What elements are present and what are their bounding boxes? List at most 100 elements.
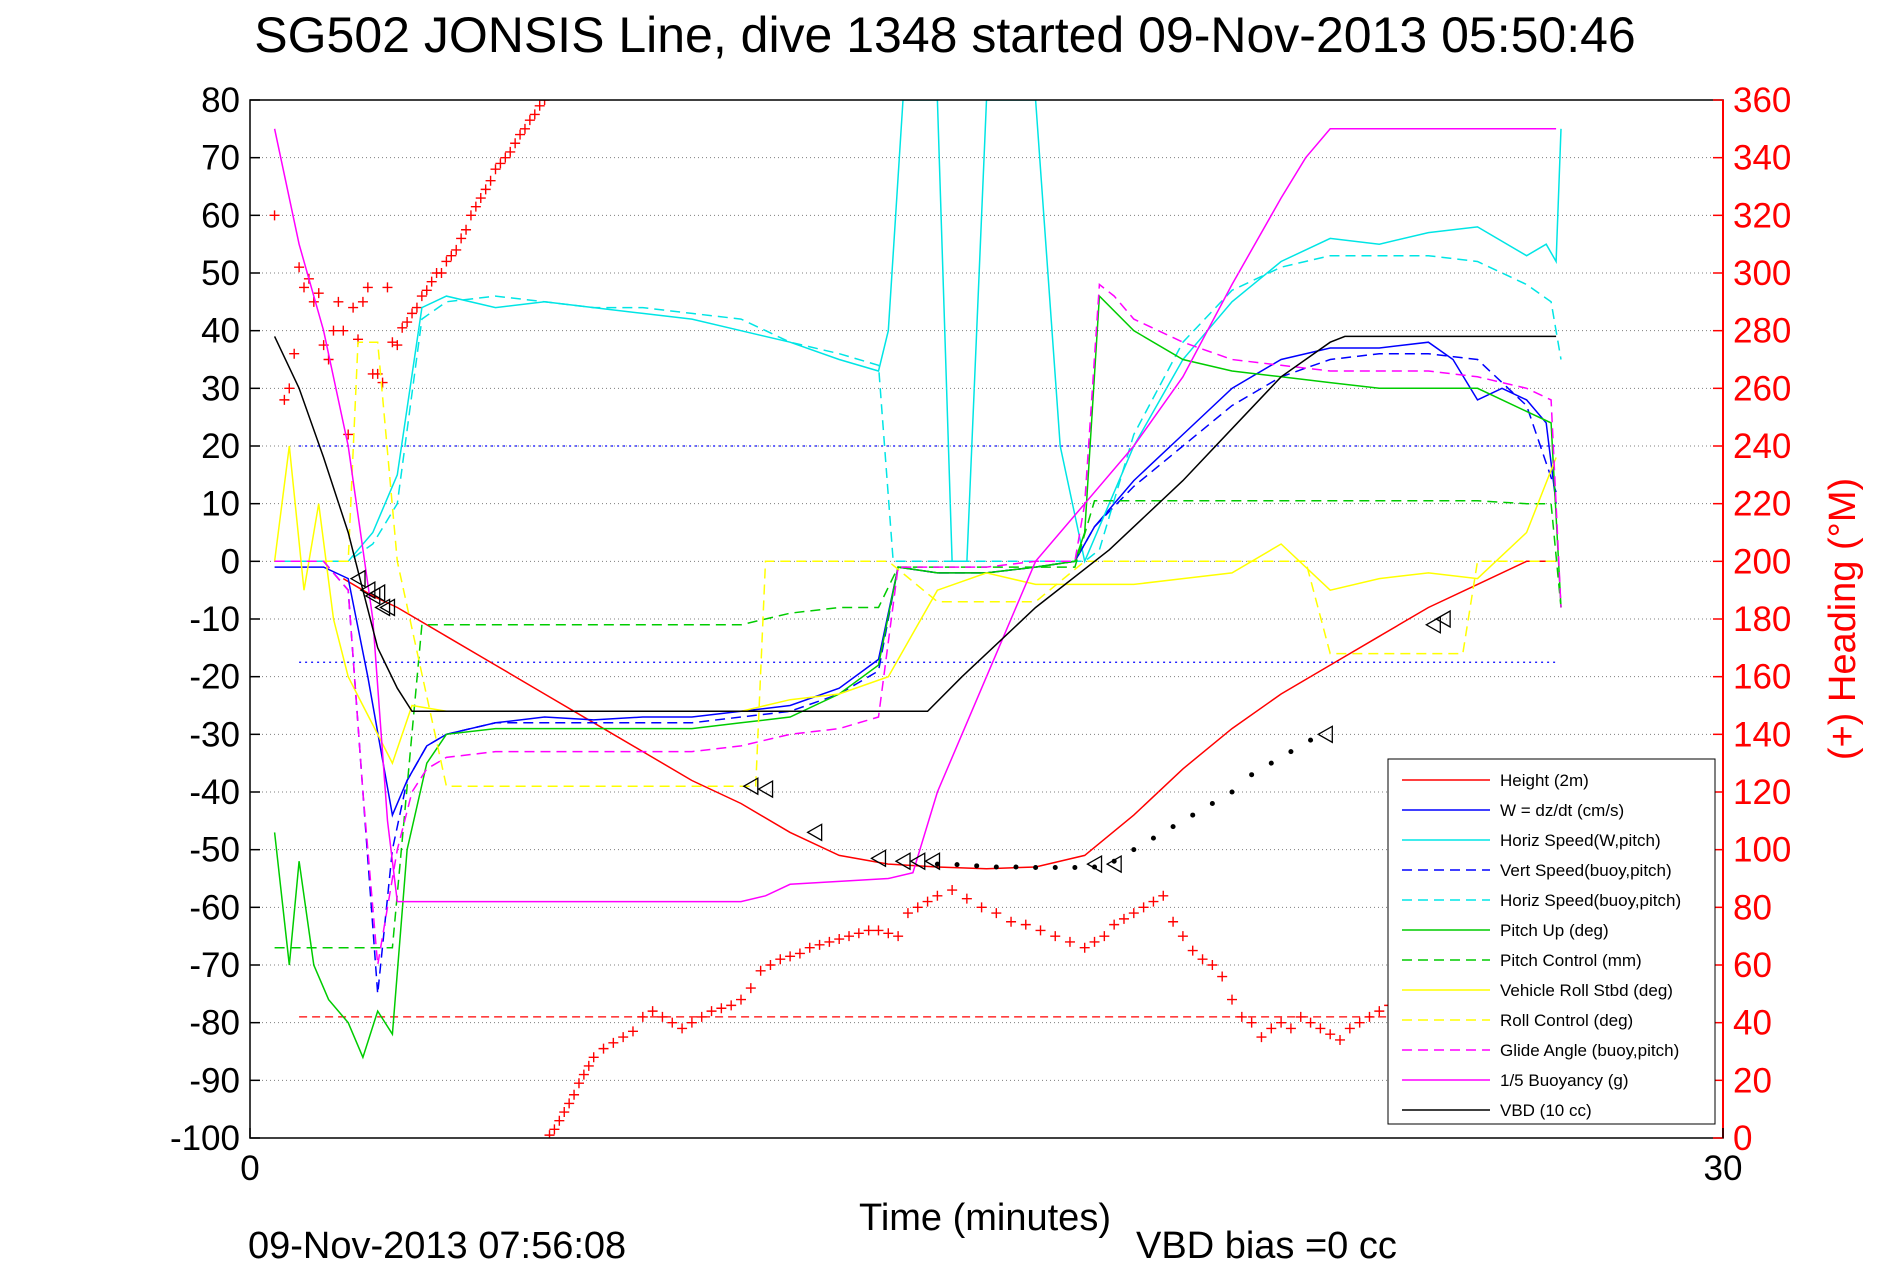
- left-tick-label: -100: [170, 1119, 240, 1158]
- heading-point: [559, 1107, 570, 1118]
- heading-point: [834, 934, 845, 945]
- heading-point: [1064, 936, 1075, 947]
- heading-point: [1187, 945, 1198, 956]
- heading-point: [775, 954, 786, 965]
- heading-point: [1089, 936, 1100, 947]
- left-tick-label: 0: [221, 542, 240, 581]
- black-dot-marker: [1190, 812, 1196, 818]
- heading-point: [1168, 916, 1179, 927]
- right-tick-label: 180: [1733, 600, 1791, 639]
- profile-markers: [349, 569, 1451, 874]
- series-line: [274, 352, 1557, 994]
- series-line: [274, 341, 1557, 787]
- series-line: [274, 100, 1562, 564]
- left-tick-label: 20: [201, 427, 240, 466]
- heading-point: [588, 1052, 599, 1063]
- black-dot-marker: [974, 863, 980, 869]
- heading-point: [1364, 1011, 1375, 1022]
- heading-point: [470, 201, 481, 212]
- heading-point: [505, 146, 516, 157]
- heading-point: [524, 115, 535, 126]
- black-dot-marker: [1092, 864, 1098, 870]
- heading-point: [706, 1006, 717, 1017]
- black-dot-marker: [1033, 865, 1039, 871]
- heading-point: [686, 1017, 697, 1028]
- heading-point: [844, 931, 855, 942]
- heading-point: [1236, 1011, 1247, 1022]
- heading-point: [932, 890, 943, 901]
- triangle-marker: [924, 852, 941, 871]
- reference-lines: [299, 445, 1557, 1018]
- heading-point: [475, 193, 486, 204]
- heading-point: [1148, 896, 1159, 907]
- legend-label: Pitch Control (mm): [1500, 951, 1642, 970]
- heading-point: [461, 224, 472, 235]
- heading-point: [289, 348, 300, 359]
- heading-point: [1335, 1034, 1346, 1045]
- black-dot-marker: [1308, 737, 1314, 743]
- heading-point: [912, 902, 923, 913]
- heading-point: [544, 1130, 555, 1138]
- right-tick-label: 140: [1733, 715, 1791, 754]
- heading-point: [883, 928, 894, 939]
- triangle-marker: [742, 777, 759, 796]
- heading-point: [991, 908, 1002, 919]
- right-tick-label: 60: [1733, 946, 1772, 985]
- heading-point: [1295, 1011, 1306, 1022]
- black-dot-marker: [1013, 864, 1019, 870]
- left-tick-label: 10: [201, 485, 240, 524]
- heading-point: [716, 1003, 727, 1014]
- triangle-marker: [374, 598, 391, 617]
- heading-point: [421, 285, 432, 296]
- right-axis-label: (+) Heading (°M): [1822, 478, 1864, 760]
- heading-point: [333, 296, 344, 307]
- heading-point: [726, 1000, 737, 1011]
- heading-point: [1177, 931, 1188, 942]
- heading-point: [696, 1011, 707, 1022]
- heading-point: [299, 282, 310, 293]
- heading-point: [1138, 902, 1149, 913]
- heading-point: [1246, 1017, 1257, 1028]
- black-dot-marker: [1229, 789, 1235, 795]
- heading-point: [313, 288, 324, 299]
- series-line: [274, 254, 1562, 563]
- right-tick-label: 240: [1733, 427, 1791, 466]
- heading-point: [1315, 1023, 1326, 1034]
- heading-point: [785, 951, 796, 962]
- heading-point: [1207, 960, 1218, 970]
- heading-point: [1197, 954, 1208, 965]
- heading-point: [402, 317, 413, 328]
- heading-point: [824, 936, 835, 947]
- left-tick-label: -70: [189, 946, 240, 985]
- heading-point: [392, 340, 403, 351]
- heading-point: [377, 377, 388, 388]
- heading-point: [269, 210, 280, 221]
- heading-point: [529, 109, 540, 120]
- left-tick-label: 40: [201, 312, 240, 351]
- heading-point: [1217, 971, 1228, 982]
- heading-point: [961, 893, 972, 904]
- series-line: [274, 500, 1562, 949]
- heading-point: [451, 244, 462, 255]
- left-axis-ticks: 80 70 60 50 40 30 20 10 0 -10 -20 -30 -40 -50 -60 -70 -8…: [170, 81, 260, 1158]
- series-line: [273, 294, 1562, 1060]
- heading-point: [1374, 1006, 1385, 1017]
- triangle-marker: [757, 779, 774, 799]
- heading-point: [564, 1098, 575, 1109]
- heading-point: [1276, 1017, 1287, 1028]
- heading-point: [328, 325, 339, 336]
- legend-label: W = dz/dt (cm/s): [1500, 801, 1624, 820]
- black-dot-marker: [993, 864, 999, 870]
- left-tick-label: -60: [189, 888, 240, 927]
- x-axis-ticks: 0 30: [240, 1128, 1742, 1188]
- legend-label: Roll Control (deg): [1500, 1011, 1633, 1030]
- heading-point: [1344, 1023, 1355, 1034]
- legend-label: Glide Angle (buoy,pitch): [1500, 1041, 1679, 1060]
- heading-point: [416, 291, 427, 302]
- right-tick-label: 300: [1733, 254, 1791, 293]
- heading-point: [362, 282, 373, 293]
- legend-label: Horiz Speed(buoy,pitch): [1500, 891, 1681, 910]
- heading-point: [1227, 994, 1237, 1005]
- heading-point: [284, 383, 295, 394]
